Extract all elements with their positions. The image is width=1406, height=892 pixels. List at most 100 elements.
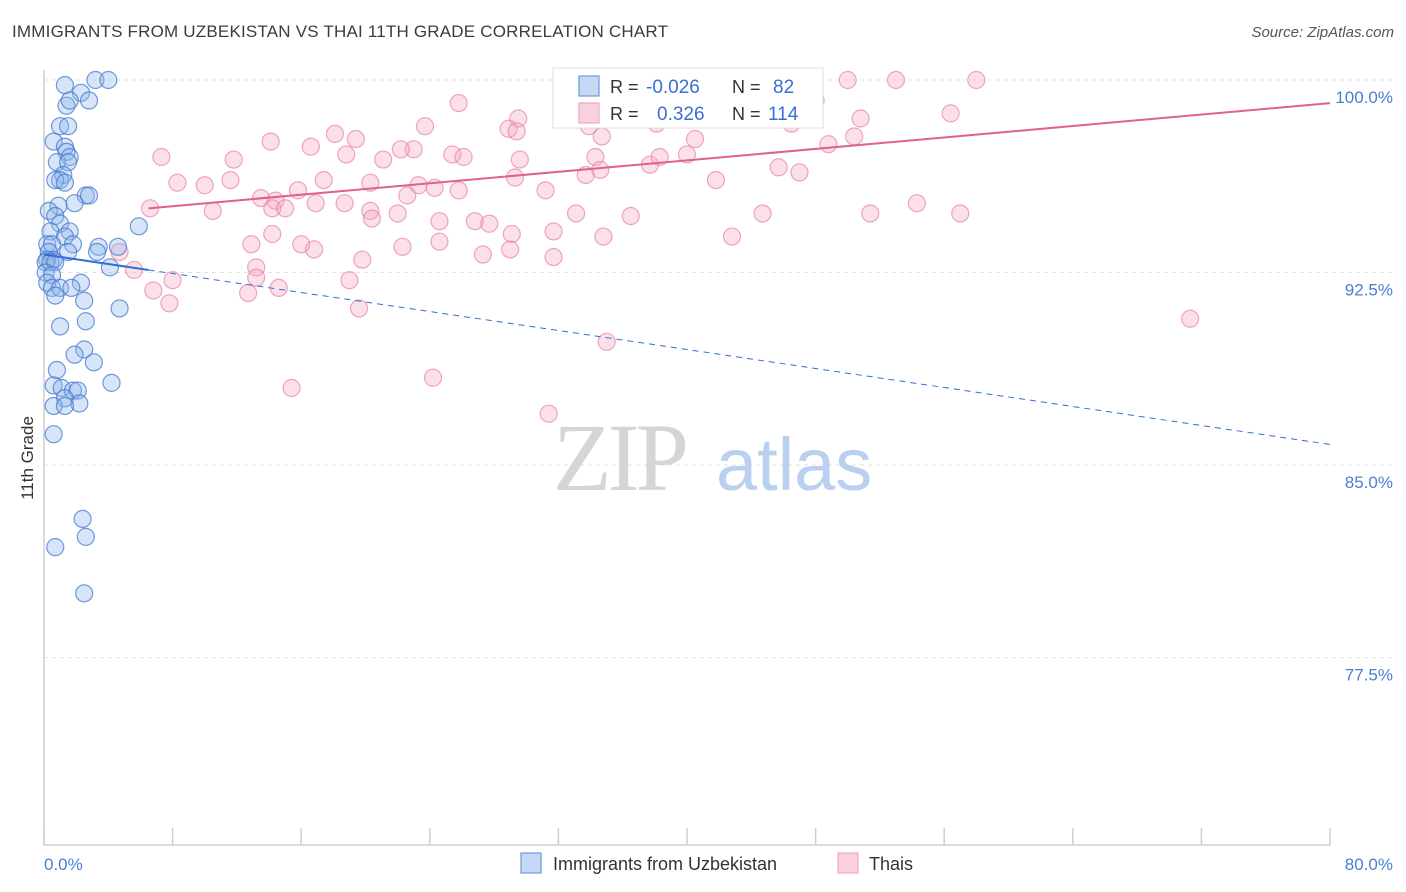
thais-point xyxy=(539,404,558,423)
thais-point xyxy=(415,117,435,136)
thais-point xyxy=(650,147,669,167)
thais-point xyxy=(301,137,320,156)
thais-point xyxy=(790,163,809,182)
thais-point xyxy=(221,171,240,190)
legend-label-thais: Thais xyxy=(869,854,913,874)
uzbekistan-point xyxy=(44,132,63,151)
uzbekistan-point xyxy=(59,117,78,136)
thais-point xyxy=(685,129,705,149)
thais-point xyxy=(449,181,468,200)
thais-point xyxy=(374,150,393,169)
thais-point xyxy=(168,173,187,192)
thais-point xyxy=(510,150,529,169)
thais-point xyxy=(362,209,382,228)
thais-point xyxy=(263,199,282,218)
thais-point xyxy=(152,147,171,167)
uzbekistan-point xyxy=(65,345,84,364)
thais-point xyxy=(276,199,295,218)
thais-point xyxy=(335,194,354,213)
watermark-zip: ZIP xyxy=(553,404,686,511)
thais-point xyxy=(261,132,280,151)
uzbekistan-points xyxy=(36,70,148,603)
y-tick-label: 92.5% xyxy=(1345,281,1393,300)
legend-swatch-thais xyxy=(837,852,859,874)
y-tick-label: 100.0% xyxy=(1335,88,1393,107)
uzbekistan-point xyxy=(55,173,74,192)
grid-lines xyxy=(44,79,1395,658)
uzbekistan-point xyxy=(75,291,94,310)
thais-point xyxy=(677,145,697,164)
thais-point xyxy=(325,124,345,143)
thais-point xyxy=(314,171,333,190)
thais-point xyxy=(505,168,525,187)
thais-point xyxy=(544,222,563,241)
uzbekistan-point xyxy=(65,194,84,213)
stats-r-label-thais: R = xyxy=(610,104,639,124)
thais-point xyxy=(501,240,520,259)
chart-source: Source: ZipAtlas.com xyxy=(1251,24,1394,41)
uzbekistan-point xyxy=(87,242,107,262)
uzbekistan-point xyxy=(86,70,105,90)
uzbekistan-point xyxy=(47,360,66,380)
thais-point xyxy=(430,212,449,231)
uzbekistan-point xyxy=(50,171,70,190)
thais-point xyxy=(195,176,214,195)
thais-point xyxy=(597,332,616,351)
thais-point xyxy=(753,204,772,223)
thais-point xyxy=(247,268,266,287)
uzbekistan-point xyxy=(79,186,99,205)
thais-point xyxy=(951,204,970,223)
uzbekistan-point xyxy=(73,509,92,529)
thais-point xyxy=(391,140,410,159)
uzbekistan-point xyxy=(76,527,95,546)
thais-point xyxy=(706,171,726,190)
uzbekistan-point xyxy=(60,91,79,110)
thais-point xyxy=(1181,309,1200,328)
uzbekistan-point xyxy=(46,538,65,557)
thais-point xyxy=(404,140,423,159)
thais-point xyxy=(861,204,880,223)
series-legend: Immigrants from Uzbekistan Thais xyxy=(520,852,913,874)
stats-n-label-uzbekistan: N = xyxy=(732,77,761,97)
thais-point xyxy=(361,201,380,220)
watermark-atlas: atlas xyxy=(716,423,872,506)
thais-point xyxy=(388,204,407,223)
thais-point xyxy=(340,271,359,290)
thais-point xyxy=(306,194,325,213)
thais-point xyxy=(851,109,870,128)
stats-n-value-thais: 114 xyxy=(768,104,799,125)
uzbekistan-point xyxy=(84,353,103,372)
uzbekistan-point xyxy=(55,396,74,416)
thais-point xyxy=(304,240,324,259)
thais-point xyxy=(239,283,258,303)
uzbekistan-point xyxy=(46,286,65,305)
thais-point xyxy=(423,368,443,387)
thais-point xyxy=(941,104,960,123)
uzbekistan-point xyxy=(75,340,94,359)
thais-point xyxy=(886,70,906,90)
watermark: ZIP atlas xyxy=(553,404,872,511)
uzbekistan-trend-solid xyxy=(43,253,149,271)
stats-n-value-uzbekistan: 82 xyxy=(773,77,794,98)
thais-point xyxy=(337,145,356,164)
thais-point xyxy=(349,299,369,318)
uzbekistan-point xyxy=(62,278,81,297)
thais-point xyxy=(536,181,555,200)
thais-point xyxy=(449,93,468,113)
uzbekistan-point xyxy=(70,394,89,413)
x-tick-marks xyxy=(43,828,1331,845)
thais-point xyxy=(247,258,266,277)
stats-swatch-uzbekistan xyxy=(578,75,600,97)
uzbekistan-point xyxy=(49,196,68,215)
thais-point xyxy=(967,70,986,90)
thais-point xyxy=(507,122,526,141)
thais-point xyxy=(592,127,611,146)
thais-point xyxy=(346,129,365,149)
stats-r-value-uzbekistan: -0.026 xyxy=(646,77,700,98)
y-tick-label: 77.5% xyxy=(1345,666,1393,685)
thais-point xyxy=(124,260,144,280)
uzbekistan-point xyxy=(99,70,118,90)
uzbekistan-point xyxy=(100,258,120,277)
uzbekistan-point xyxy=(55,76,74,95)
thais-point xyxy=(430,232,449,251)
